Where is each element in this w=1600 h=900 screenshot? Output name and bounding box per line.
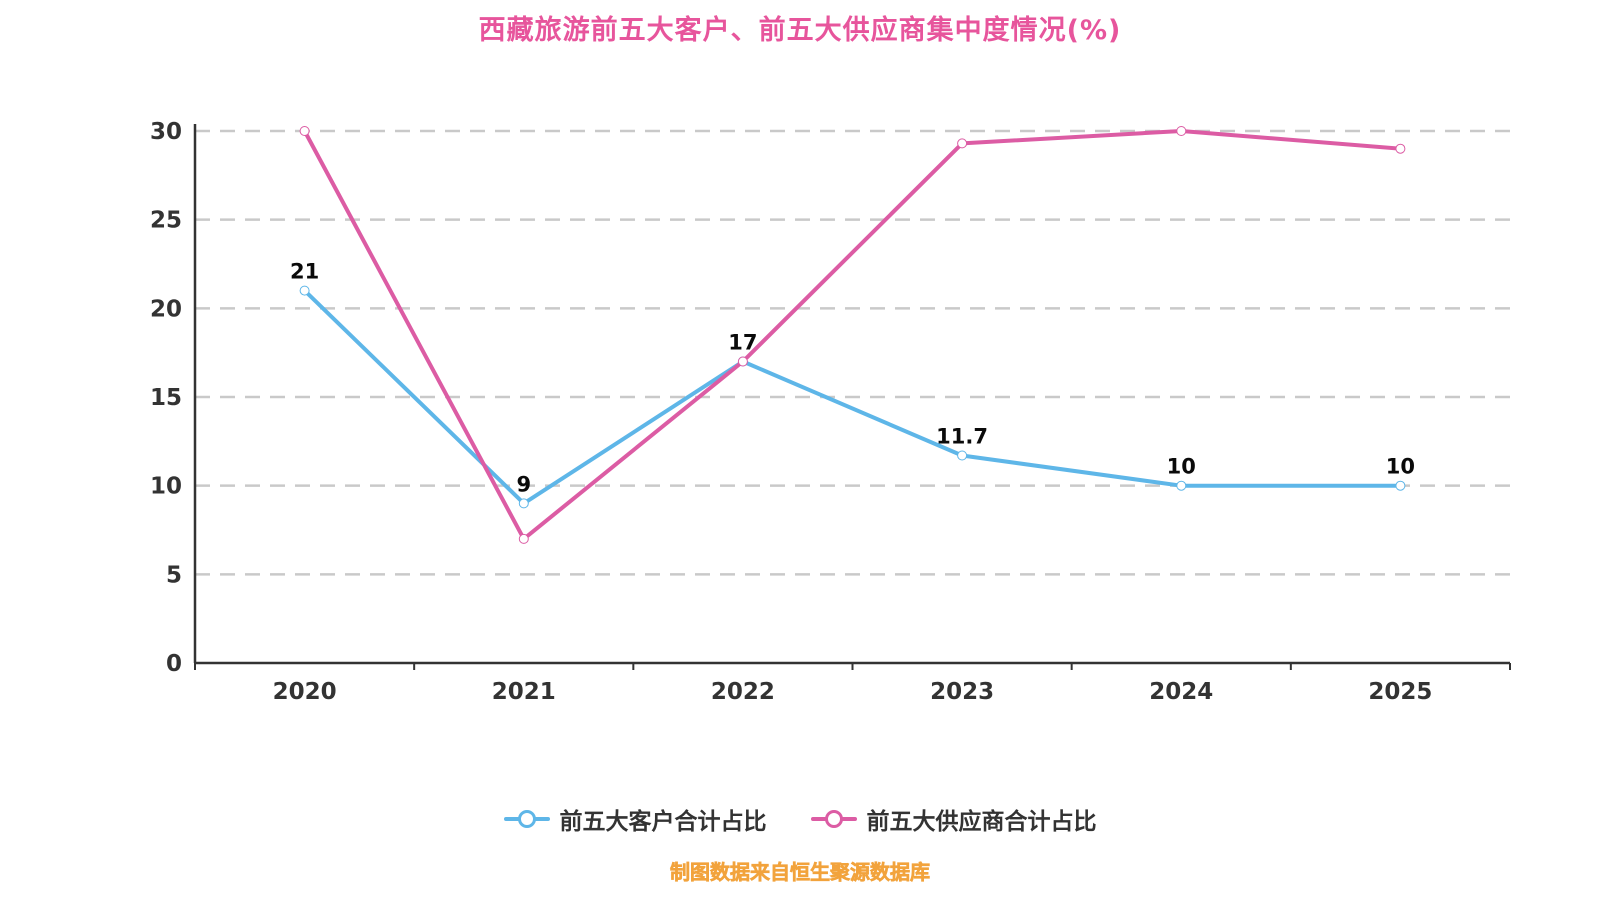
legend-label-suppliers: 前五大供应商合计占比 (866, 809, 1097, 835)
legend-item-customers[interactable]: 前五大客户合计占比 (503, 802, 767, 836)
legend-label-customers: 前五大客户合计占比 (559, 809, 767, 835)
y-tick-label: 30 (150, 119, 182, 145)
customers-legend-dot (517, 810, 536, 828)
x-tick-label: 2024 (1149, 679, 1213, 705)
data-point (1176, 480, 1187, 491)
y-tick-label: 20 (150, 296, 182, 322)
data-point (1176, 126, 1187, 136)
suppliers-line-marker-icon (810, 809, 857, 829)
data-point (518, 498, 529, 509)
point-label: 11.7 (936, 425, 988, 449)
legend-item-suppliers[interactable]: 前五大供应商合计占比 (810, 802, 1097, 836)
data-point (1395, 143, 1406, 154)
data-point (737, 356, 748, 367)
legend: 前五大客户合计占比 前五大供应商合计占比 (0, 802, 1600, 836)
x-tick-label: 2022 (711, 679, 775, 705)
data-point (518, 533, 529, 544)
data-source-footnote: 制图数据来自恒生聚源数据库 (670, 860, 931, 885)
point-label: 21 (290, 260, 319, 284)
y-tick-label: 10 (150, 474, 182, 500)
data-point (957, 450, 968, 461)
x-tick-label: 2021 (492, 679, 556, 705)
x-tick-label: 2023 (930, 679, 994, 705)
point-label: 10 (1167, 455, 1196, 479)
data-point (299, 285, 310, 296)
point-label: 10 (1386, 455, 1415, 479)
customers-line-marker-icon (503, 809, 550, 829)
data-point (957, 138, 968, 149)
point-label: 9 (516, 472, 531, 496)
y-tick-label: 25 (150, 208, 182, 234)
y-tick-label: 0 (166, 651, 182, 677)
chart-title: 西藏旅游前五大客户、前五大供应商集中度情况(%) (478, 15, 1122, 46)
x-tick-label: 2025 (1368, 679, 1432, 705)
series-line-1 (302, 129, 1403, 541)
y-tick-label: 5 (166, 562, 182, 588)
y-tick-label: 15 (150, 385, 182, 411)
x-tick-label: 2020 (273, 679, 337, 705)
data-point (299, 126, 310, 136)
data-point (1395, 480, 1406, 491)
suppliers-legend-dot (824, 810, 843, 828)
